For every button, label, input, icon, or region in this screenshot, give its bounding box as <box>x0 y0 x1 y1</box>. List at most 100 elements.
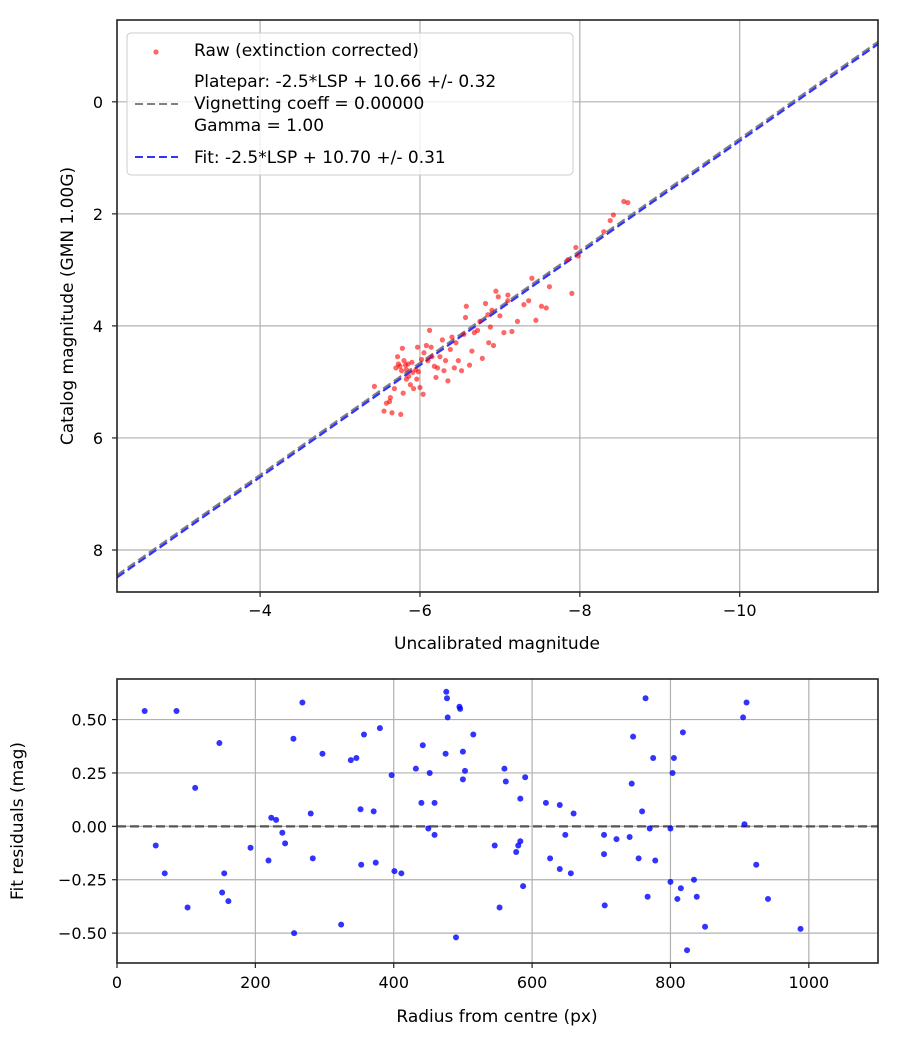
raw-point <box>458 368 465 374</box>
raw-point <box>495 294 501 300</box>
residual-point <box>496 904 503 911</box>
residual-point <box>459 748 466 755</box>
raw-point <box>441 368 447 374</box>
residual-point <box>279 829 286 836</box>
residual-point <box>650 755 657 762</box>
raw-point <box>487 324 493 330</box>
residual-point <box>601 851 608 858</box>
residual-point <box>562 831 569 838</box>
residual-point <box>299 699 306 706</box>
raw-point <box>398 411 404 418</box>
raw-point <box>569 290 575 296</box>
residuals-plot: 0 200 400 600 800 10000.500.250.00−0.25−0.50 … <box>8 678 879 1027</box>
legend-raw-marker-icon <box>153 49 159 55</box>
residual-point <box>670 755 677 762</box>
residual-point <box>626 834 633 841</box>
raw-point <box>509 328 515 335</box>
residual-point <box>517 795 524 802</box>
raw-point <box>399 345 405 351</box>
raw-point <box>529 275 535 281</box>
raw-point <box>575 253 581 259</box>
residual-point <box>173 708 180 715</box>
residual-point <box>601 902 608 909</box>
residual-point <box>741 821 748 828</box>
raw-point <box>505 292 511 298</box>
x-tick-label: 400 <box>378 973 409 992</box>
residual-point <box>431 799 438 806</box>
raw-point <box>405 361 411 367</box>
residual-point <box>419 742 426 749</box>
residual-point <box>501 765 508 772</box>
raw-point <box>420 391 426 397</box>
residual-point <box>556 801 563 808</box>
x-tick-label: 200 <box>240 973 271 992</box>
residual-point <box>457 705 464 712</box>
residual-point <box>370 808 377 815</box>
raw-point <box>469 348 475 354</box>
bottom-ticks: 0 200 400 600 800 1000 0.50 0.25 0.00 −0.25 −0.50 <box>58 711 829 992</box>
raw-point <box>403 376 409 382</box>
raw-point <box>497 313 503 319</box>
residual-point <box>679 729 686 736</box>
raw-point <box>445 378 451 384</box>
residual-point <box>567 870 574 877</box>
raw-point <box>414 344 421 350</box>
raw-point <box>485 312 491 318</box>
residual-point <box>290 735 297 742</box>
residual-point <box>412 765 419 772</box>
raw-point <box>451 365 457 371</box>
raw-point <box>386 398 393 405</box>
raw-point <box>381 408 387 414</box>
bottom-grid <box>116 679 878 963</box>
raw-point <box>526 298 532 304</box>
y-tick-label: 6 <box>93 429 103 448</box>
residual-point <box>517 838 524 845</box>
x-tick-label: 0 <box>112 973 122 992</box>
top-y-axis-label: Catalog magnitude (GMN 1.00G) <box>58 167 78 445</box>
y-tick-label: 0 <box>93 93 103 112</box>
raw-point <box>463 303 469 309</box>
bottom-scatter-points <box>141 688 804 954</box>
residual-point <box>642 695 649 702</box>
y-tick-label: 4 <box>93 317 103 336</box>
residual-point <box>690 876 697 883</box>
raw-point <box>490 342 497 349</box>
raw-point <box>565 257 571 263</box>
raw-point <box>433 374 439 381</box>
bottom-axes-frame <box>116 678 879 964</box>
raw-point <box>466 362 473 368</box>
residual-point <box>513 848 520 855</box>
residual-point <box>652 857 659 864</box>
residual-point <box>753 861 760 868</box>
residual-point <box>425 825 432 832</box>
residual-point <box>338 921 345 928</box>
raw-point <box>501 330 507 336</box>
top-x-axis-label: Uncalibrated magnitude <box>394 634 600 654</box>
x-tick-label: −8 <box>568 601 592 620</box>
residual-point <box>221 870 228 877</box>
residual-point <box>669 769 676 776</box>
residual-point <box>184 904 191 911</box>
residual-point <box>219 889 226 896</box>
residual-point <box>470 731 477 738</box>
raw-point <box>437 354 443 360</box>
bottom-y-axis-label: Fit residuals (mag) <box>8 742 28 900</box>
raw-point <box>449 334 455 340</box>
residual-point <box>443 695 450 702</box>
residual-point <box>357 806 364 813</box>
residual-point <box>628 780 635 787</box>
top-fit-lines <box>117 40 878 579</box>
raw-point <box>610 212 617 218</box>
residual-point <box>291 930 298 937</box>
residual-point <box>459 776 466 783</box>
residual-point <box>388 772 395 779</box>
residual-point <box>674 895 681 902</box>
residual-point <box>570 810 577 817</box>
x-tick-label: 600 <box>517 973 548 992</box>
raw-point <box>442 358 449 364</box>
raw-point <box>461 331 467 337</box>
y-tick-label: −0.25 <box>58 871 107 890</box>
residual-point <box>161 870 168 877</box>
raw-point <box>407 382 413 388</box>
